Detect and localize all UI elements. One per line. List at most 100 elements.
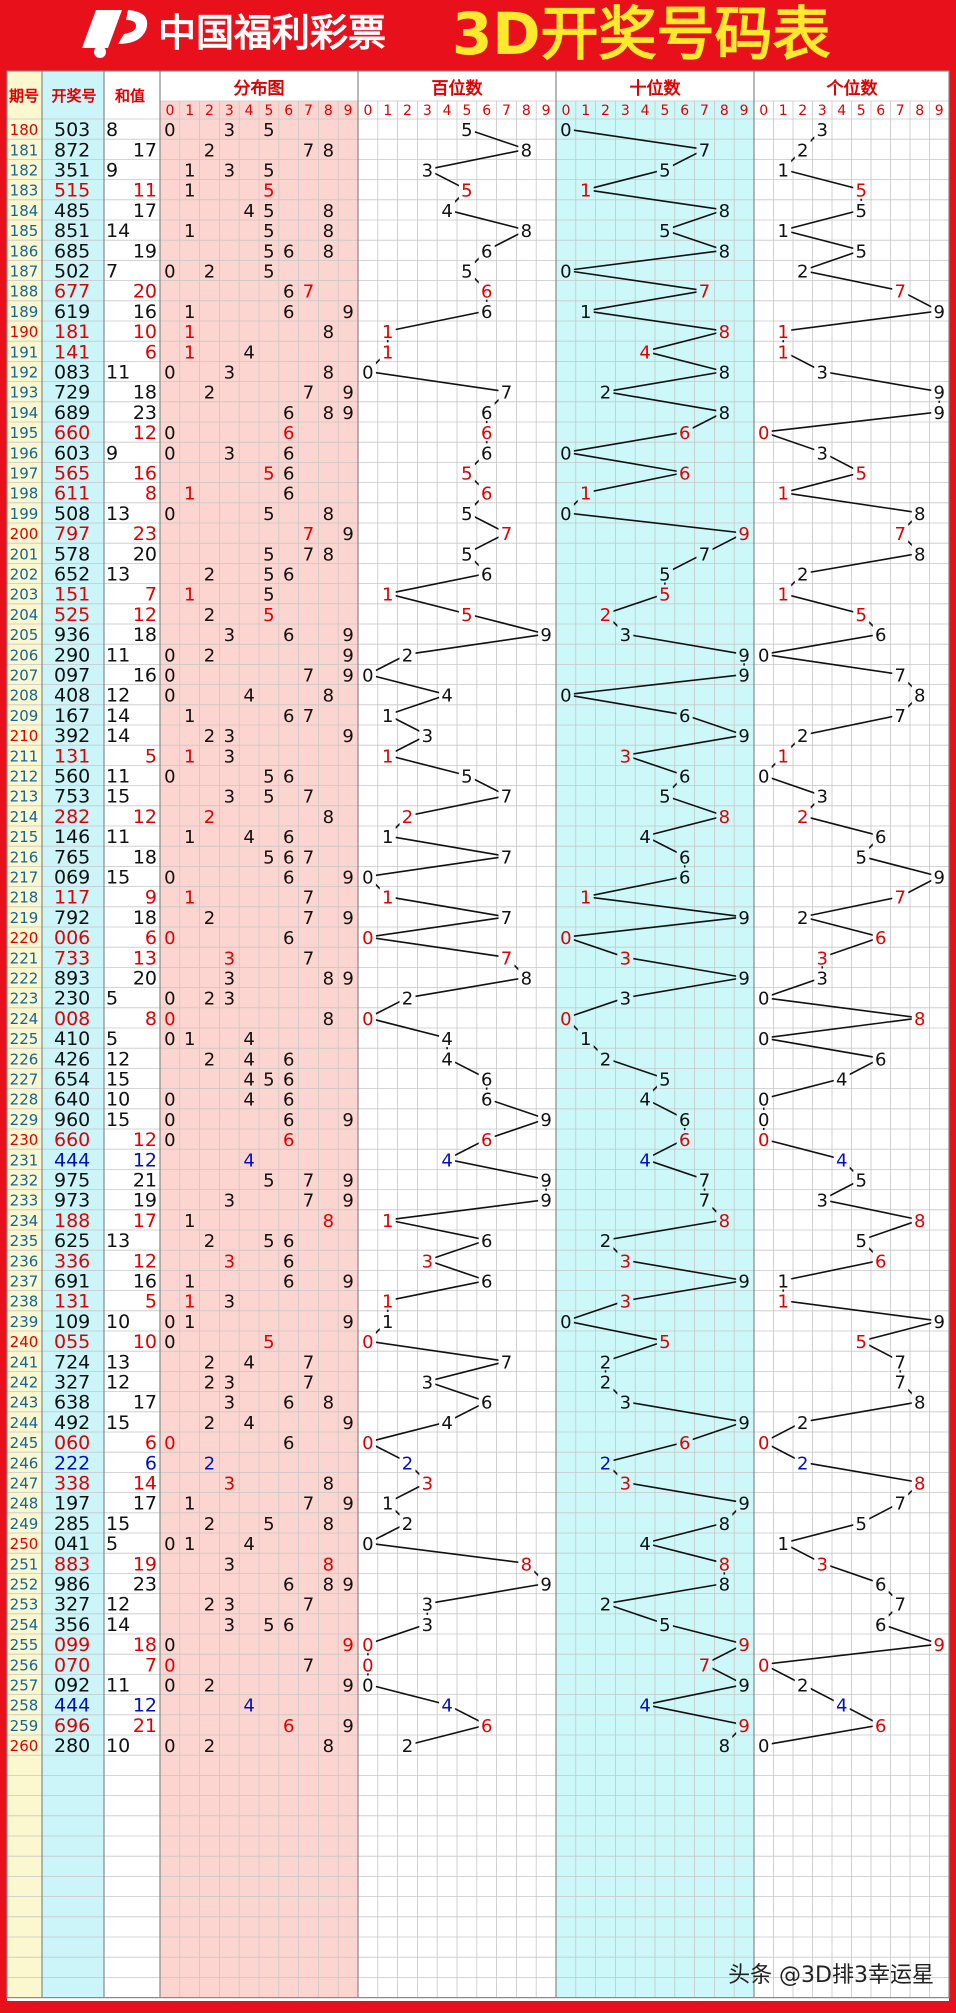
hundreds-digit-halo	[439, 1029, 456, 1048]
units-digit: 1	[778, 322, 789, 343]
sum-cell: 5	[145, 1291, 157, 1313]
table-row: 194 689 23 6 8 9 6 8 9	[10, 402, 945, 424]
units-digit: 5	[856, 1171, 867, 1192]
tens-digit-halo	[617, 1473, 634, 1492]
hundreds-digit: 6	[481, 282, 492, 303]
hundreds-digit-halo	[498, 847, 515, 866]
units-digit: 1	[778, 585, 789, 606]
distribution-digit: 5	[263, 767, 274, 788]
table-row: 253 327 12 32 7 3 2 7	[10, 1594, 906, 1616]
units-digit-halo	[892, 887, 909, 906]
units-digit-halo	[794, 140, 811, 159]
units-digit-halo	[853, 463, 870, 482]
hundreds-digit: 1	[382, 1312, 393, 1333]
tens-digit: 6	[679, 706, 690, 727]
table-row: 199 508 13 50 8 5 0 8	[10, 503, 926, 525]
table-row: 225 410 5 410 4 1 0	[10, 1028, 770, 1050]
units-digit: 4	[836, 1070, 847, 1091]
digit-header-label: 6	[680, 103, 689, 119]
distribution-digit: 7	[303, 1191, 314, 1212]
tens-digit-halo	[597, 604, 614, 623]
distribution-digit: 2	[204, 140, 215, 161]
distribution-digit: 5	[263, 221, 274, 242]
sum-cell: 12	[133, 1250, 157, 1272]
distribution-digit: 5	[263, 201, 274, 222]
sum-cell: 23	[133, 523, 157, 545]
period-cell: 243	[10, 1394, 39, 1412]
sum-cell: 18	[133, 624, 157, 646]
hundreds-digit-halo	[399, 806, 416, 825]
units-digit-halo	[931, 382, 948, 401]
units-digit: 3	[817, 1554, 828, 1575]
distribution-digit: 7	[303, 706, 314, 727]
table-row: 208 408 12 40 8 4 0 8	[10, 685, 926, 707]
sum-cell: 14	[106, 705, 130, 727]
sum-cell: 15	[106, 1069, 130, 1091]
table-row: 197 565 16 5 6 5 6 5	[10, 463, 867, 485]
table-row: 195 660 12 60 6 6 0	[10, 422, 770, 444]
distribution-digit: 3	[224, 161, 235, 182]
sum-cell: 17	[133, 139, 157, 161]
units-digit: 5	[856, 464, 867, 485]
distribution-digit: 2	[204, 1736, 215, 1757]
units-digit-halo	[794, 1453, 811, 1472]
number-cell: 099	[54, 1634, 90, 1656]
units-digit-halo	[775, 1534, 792, 1553]
units-digit: 6	[875, 827, 886, 848]
distribution-digit: 5	[263, 241, 274, 262]
table-row: 212 560 11 5 60 5 6 0	[10, 766, 770, 788]
tens-digit-halo	[696, 1170, 713, 1189]
table-row: 220 006 6 0 6 0 0 6	[10, 927, 887, 949]
hundreds-digit-halo	[359, 1534, 376, 1553]
tens-digit-halo	[716, 362, 733, 381]
period-cell: 187	[10, 263, 39, 281]
sum-cell: 15	[106, 1412, 130, 1434]
table-row: 252 986 23 986 9 8 6	[10, 1574, 887, 1596]
hundreds-digit-halo	[359, 362, 376, 381]
digit-header-label: 2	[798, 103, 807, 119]
hundreds-digit-halo	[439, 685, 456, 704]
tens-digit: 7	[699, 1191, 710, 1212]
hundreds-digit-halo	[359, 928, 376, 947]
units-digit-halo	[814, 948, 831, 967]
distribution-digit: 0	[164, 1635, 175, 1656]
units-digit: 8	[914, 1474, 925, 1495]
number-cell: 131	[54, 1291, 90, 1313]
units-digit: 5	[856, 1231, 867, 1252]
table-row: 218 117 9 1 7 1 1 7	[10, 887, 906, 909]
units-digit-halo	[931, 301, 948, 320]
tens-digit: 4	[639, 342, 650, 363]
digit-header-label: 2	[601, 103, 610, 119]
units-digit-halo	[794, 261, 811, 280]
hundreds-digit-halo	[379, 705, 396, 724]
sum-cell: 11	[133, 180, 157, 202]
period-cell: 247	[10, 1475, 39, 1493]
sum-cell: 13	[106, 564, 130, 586]
period-cell: 250	[10, 1535, 39, 1553]
table-row: 183 515 11 51 5 1 5	[10, 180, 867, 202]
tens-digit-halo	[617, 1291, 634, 1310]
hundreds-digit-halo	[498, 948, 515, 967]
tens-digit: 4	[639, 827, 650, 848]
distribution-digit: 2	[204, 1676, 215, 1697]
table-row: 243 638 17 63 8 6 3 8	[10, 1392, 926, 1414]
sum-cell: 18	[133, 382, 157, 404]
tens-digit: 4	[639, 1150, 650, 1171]
table-row: 193 729 18 72 9 7 2 9	[10, 382, 945, 404]
distribution-digit: 9	[342, 908, 353, 929]
period-cell: 186	[10, 242, 39, 260]
units-digit-halo	[911, 1008, 928, 1027]
tens-digit-halo	[696, 281, 713, 300]
hundreds-digit-halo	[399, 1736, 416, 1755]
number-cell: 282	[54, 806, 90, 828]
units-digit-halo	[853, 847, 870, 866]
distribution-digit: 0	[164, 423, 175, 444]
units-digit: 4	[836, 1696, 847, 1717]
tens-digit: 3	[620, 989, 631, 1010]
tens-digit: 2	[600, 1595, 611, 1616]
digit-header-label: 4	[837, 103, 846, 119]
number-cell: 603	[54, 442, 90, 464]
distribution-digit: 9	[342, 1312, 353, 1333]
distribution-digit: 5	[263, 565, 274, 586]
tens-digit: 6	[679, 1433, 690, 1454]
